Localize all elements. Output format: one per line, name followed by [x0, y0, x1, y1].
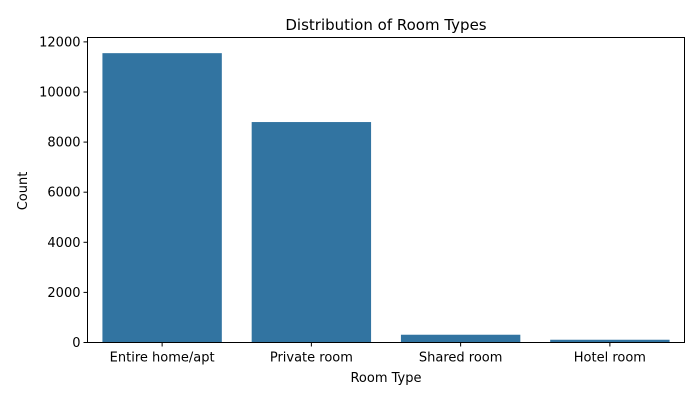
x-tick-label: Shared room — [419, 351, 503, 366]
y-tick-label: 2000 — [47, 286, 80, 301]
bars — [102, 53, 670, 343]
x-axis-label: Room Type — [350, 371, 421, 386]
y-tick-label: 4000 — [47, 236, 80, 251]
y-tick-label: 8000 — [47, 136, 80, 151]
y-axis-label: Count — [16, 172, 31, 211]
chart-title: Distribution of Room Types — [285, 16, 486, 34]
plot-area: 0 2000 4000 6000 8000 10000 12000 Entire home/… — [39, 35, 685, 366]
y-axis: 0 2000 4000 6000 8000 10000 12000 — [39, 35, 88, 351]
bar-hotel-room — [550, 339, 670, 343]
y-tick-label: 12000 — [39, 35, 80, 50]
bar-entire-home-apt — [102, 53, 222, 343]
y-tick-label: 0 — [72, 336, 80, 351]
plot-frame — [87, 37, 685, 343]
x-axis: Entire home/apt Private room Shared room Ho… — [110, 342, 646, 366]
bar-private-room — [251, 122, 372, 343]
x-tick-label: Entire home/apt — [110, 351, 215, 366]
y-tick-label: 6000 — [47, 186, 80, 201]
x-tick-label: Hotel room — [574, 351, 646, 366]
bar-shared-room — [400, 334, 521, 343]
y-tick-label: 10000 — [39, 85, 80, 100]
x-tick-label: Private room — [270, 351, 353, 366]
